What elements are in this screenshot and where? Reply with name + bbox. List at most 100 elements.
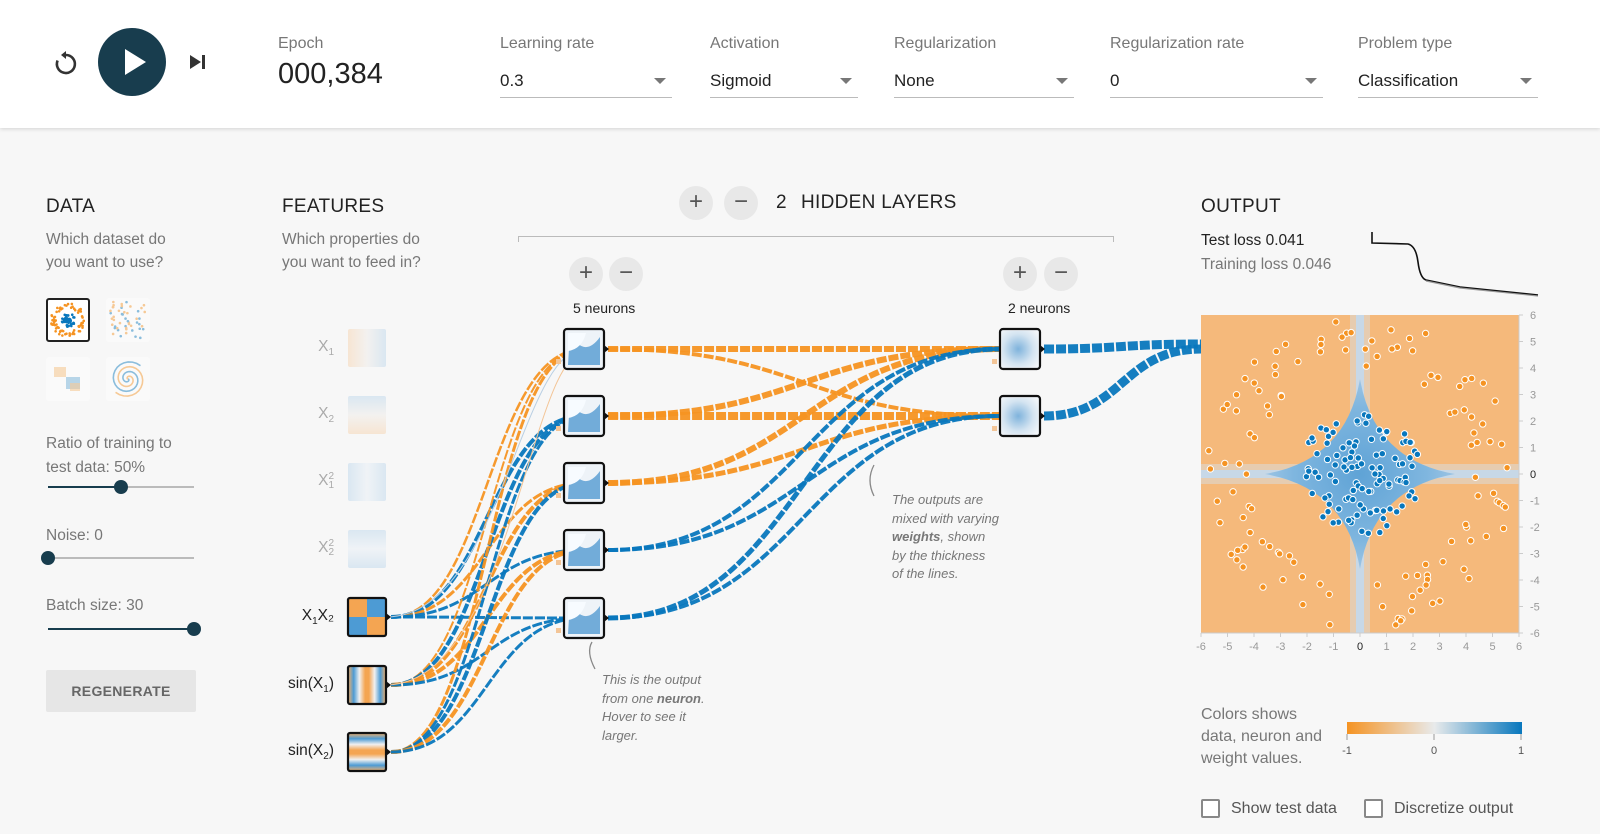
x-tick-label: -5 [1223,641,1233,653]
dataset-point [110,317,114,320]
data-point [1395,460,1404,469]
annotation-line: larger. [602,727,639,743]
data-point [1398,502,1406,510]
data-point [1420,380,1429,388]
regenerate-button[interactable]: REGENERATE [46,670,196,712]
neuron-bg [564,463,604,503]
feature-label[interactable]: X1X₂ [278,607,334,627]
neuron-output-arrow [604,546,609,554]
data-point [1405,334,1414,343]
feature-node [348,396,386,434]
ratio-label: Ratio of training to test data: 50% [46,432,172,480]
dataset-circle[interactable] [46,298,90,342]
hidden-layers-title: HIDDEN LAYERS [801,192,957,213]
data-point [1246,430,1254,438]
dataset-cluster [54,367,66,377]
show-test-data-checkbox[interactable] [1201,799,1220,818]
neuron [556,394,609,438]
remove-layer-button[interactable]: − [724,186,758,220]
add-neuron-layer2-button[interactable]: + [1003,257,1037,291]
feature-label[interactable]: sin(X1) [278,675,334,695]
add-layer-button[interactable]: + [679,186,713,220]
data-point [1213,497,1221,505]
data-point [1229,488,1237,496]
feature-quadrant [348,598,367,617]
dataset-xor[interactable] [46,357,90,401]
x-tick-label: 6 [1516,641,1522,653]
dataset-point [112,318,116,322]
activation-select[interactable]: Sigmoid [710,66,858,98]
scale-tick-label: 1 [1518,745,1524,757]
chevron-down-icon [1056,78,1068,84]
feature-label-sup: 2 [328,471,334,482]
ratio-label-line: test data: 50% [46,459,146,476]
dataset-gaussian[interactable] [106,298,150,342]
dataset-point [113,326,117,330]
weight-link [390,347,585,619]
data-point [1473,438,1481,447]
data-point [1250,433,1259,442]
feature-label[interactable]: sin(X2) [278,742,334,762]
data-point [1205,447,1213,455]
noise-slider-thumb[interactable] [41,551,55,565]
data-point [1219,405,1228,413]
y-tick-label: -6 [1530,628,1540,640]
regularization-select[interactable]: None [894,66,1074,98]
data-point [1401,473,1409,482]
data-point [1406,438,1414,447]
neuron-bias [556,359,561,364]
data-point [1385,482,1393,490]
data-point [1375,426,1384,434]
data-point [1379,474,1387,483]
remove-neuron-layer1-button[interactable]: − [609,257,643,291]
remove-neuron-layer2-button[interactable]: − [1044,257,1078,291]
x-tick-label: 3 [1436,641,1442,653]
regularization-label: Regularization [894,35,997,52]
dataset-point [136,309,140,313]
learning-rate-select[interactable]: 0.3 [500,66,672,98]
data-point [1497,440,1506,448]
noise-slider[interactable] [48,557,194,559]
weight-link [390,414,585,687]
data-point [1333,451,1341,460]
data-point [1422,581,1430,589]
dataset-point [113,325,117,328]
heatmap-layer [1201,315,1519,633]
dataset-spiral[interactable] [106,357,150,401]
ratio-slider-thumb[interactable] [114,480,128,494]
data-point [1324,507,1332,516]
dataset-point [138,317,141,320]
feature-label[interactable]: X2 [278,405,334,425]
neuron-bg [564,530,604,570]
data-point [1352,438,1360,446]
play-pause-button[interactable] [98,28,166,96]
feature-quadrant [348,617,367,636]
training-loss-line [1371,232,1539,296]
dataset-point [67,324,71,328]
regularization-rate-select[interactable]: 0 [1110,66,1323,98]
step-forward-button[interactable] [184,48,212,76]
data-point [1302,472,1311,481]
discretize-output-label: Discretize output [1394,800,1514,817]
dataset-point [109,311,112,315]
neuron-border [562,327,606,371]
feature-label[interactable]: X1 [278,338,334,358]
reset-button[interactable] [50,48,82,80]
feature-fill [348,530,386,568]
data-point [1434,373,1442,382]
add-neuron-layer1-button[interactable]: + [569,257,603,291]
problem-type-select[interactable]: Classification [1358,66,1538,98]
data-point [1359,505,1368,513]
batch-size-slider-thumb[interactable] [187,622,201,636]
data-point [1379,514,1387,523]
feature-output-arrow [386,613,391,621]
feature-output-arrow [386,681,391,689]
learning-rate-value: 0.3 [500,71,524,90]
y-tick-label: 2 [1530,416,1536,428]
data-point [1323,439,1331,447]
discretize-output-checkbox[interactable] [1364,799,1383,818]
data-point [1347,518,1355,527]
neuron-bias [992,359,997,364]
